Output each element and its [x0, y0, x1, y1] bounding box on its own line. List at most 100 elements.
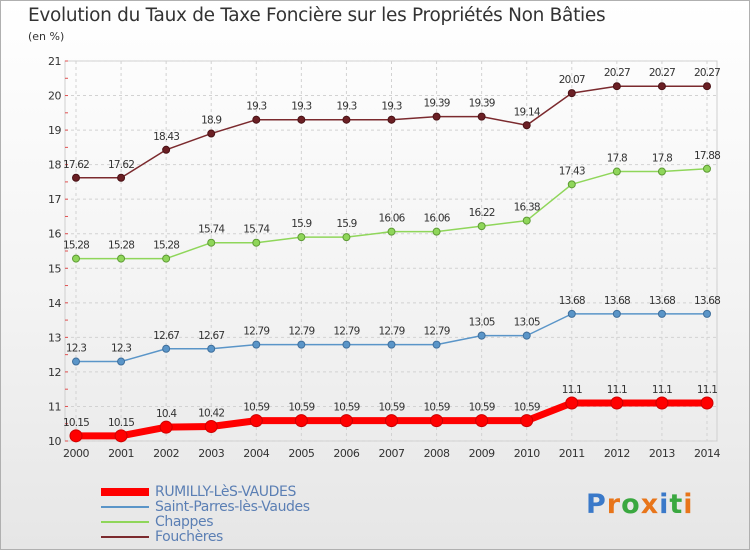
- legend-swatch: [101, 506, 149, 508]
- data-label: 13.05: [514, 317, 540, 329]
- data-point: [522, 216, 531, 225]
- data-point: [612, 309, 621, 318]
- series-2: [72, 164, 711, 263]
- data-point: [72, 254, 80, 263]
- legend-swatch: [101, 488, 149, 496]
- legend-label: Fouchères: [155, 529, 223, 545]
- x-tick-label: 2012: [604, 447, 630, 460]
- data-point: [387, 115, 396, 124]
- data-point: [117, 254, 126, 263]
- data-point: [342, 233, 351, 242]
- data-label: 18.43: [153, 131, 179, 143]
- data-point: [565, 396, 579, 410]
- data-label: 10.59: [378, 402, 404, 414]
- data-label: 17.8: [607, 153, 627, 165]
- data-label: 19.3: [246, 101, 266, 113]
- data-label: 10.4: [156, 408, 177, 420]
- data-label: 12.3: [66, 343, 86, 355]
- logo-letter: x: [640, 489, 660, 520]
- data-labels: 17.62 17.62 18.43 18.9 19.3 19.3 19.3 19.3 19.39…: [63, 67, 721, 429]
- data-label: 17.62: [108, 159, 134, 171]
- data-label: 12.79: [424, 326, 450, 338]
- x-tick-label: 2013: [649, 447, 675, 460]
- data-point: [342, 340, 351, 349]
- logo-letter: i: [683, 489, 694, 520]
- data-point: [297, 233, 306, 242]
- logo-letter: o: [621, 489, 641, 520]
- y-tick-label: 21: [48, 55, 61, 68]
- data-label: 10.15: [63, 417, 89, 429]
- data-label: 10.42: [198, 407, 224, 419]
- data-label: 10.59: [469, 402, 495, 414]
- data-point: [430, 414, 444, 428]
- data-point: [432, 112, 441, 121]
- legend-swatch: [101, 536, 149, 538]
- data-label: 15.28: [153, 240, 179, 252]
- data-point: [432, 227, 441, 236]
- data-label: 12.79: [333, 326, 359, 338]
- data-point: [162, 344, 171, 353]
- y-tick-label: 13: [48, 331, 61, 344]
- data-point: [567, 309, 576, 318]
- data-point: [655, 396, 669, 410]
- data-label: 16.38: [514, 202, 540, 214]
- logo-letter: i: [659, 489, 670, 520]
- y-tick-label: 14: [48, 297, 61, 310]
- data-label: 19.3: [336, 101, 356, 113]
- data-point: [162, 254, 171, 263]
- logo-letter: t: [669, 489, 684, 520]
- logo-letter: r: [606, 489, 622, 520]
- data-label: 17.8: [652, 153, 672, 165]
- data-label: 11.1: [607, 384, 627, 396]
- x-tick-label: 2001: [108, 447, 134, 460]
- data-point: [703, 82, 711, 91]
- data-point: [387, 227, 396, 236]
- data-point: [114, 429, 128, 443]
- data-label: 19.3: [381, 101, 401, 113]
- data-point: [249, 414, 263, 428]
- x-tick-label: 2006: [333, 447, 359, 460]
- x-tick-label: 2003: [198, 447, 224, 460]
- data-point: [657, 82, 666, 91]
- data-point: [700, 396, 714, 410]
- data-label: 20.07: [559, 74, 585, 86]
- legend-swatch: [101, 521, 149, 523]
- y-tick-label: 16: [48, 228, 61, 241]
- data-point: [72, 173, 80, 182]
- y-tick-label: 19: [48, 124, 61, 137]
- grid: [64, 60, 718, 442]
- data-label: 15.9: [291, 218, 311, 230]
- data-label: 13.68: [694, 295, 720, 307]
- data-point: [117, 173, 126, 182]
- x-tick-label: 2004: [243, 447, 269, 460]
- data-label: 12.79: [288, 326, 314, 338]
- data-label: 12.79: [243, 326, 269, 338]
- data-point: [657, 167, 666, 176]
- y-tick-label: 17: [48, 193, 61, 206]
- data-point: [159, 420, 173, 434]
- data-label: 10.59: [333, 402, 359, 414]
- legend-label: Saint-Parres-lès-Vaudes: [155, 499, 310, 515]
- data-label: 11.1: [562, 384, 582, 396]
- x-tick-label: 2009: [469, 447, 495, 460]
- data-point: [477, 222, 486, 231]
- data-point: [207, 238, 216, 247]
- data-label: 19.14: [514, 106, 541, 118]
- data-label: 10.59: [288, 402, 314, 414]
- data-label: 16.22: [469, 207, 495, 219]
- y-tick-label: 12: [48, 366, 61, 379]
- x-tick-label: 2008: [424, 447, 450, 460]
- data-point: [522, 331, 531, 340]
- x-tick-label: 2007: [379, 447, 405, 460]
- data-point: [612, 167, 621, 176]
- data-label: 12.3: [111, 343, 131, 355]
- data-point: [387, 340, 396, 349]
- data-label: 13.68: [559, 295, 585, 307]
- data-point: [432, 340, 441, 349]
- series-1: [72, 309, 711, 366]
- data-point: [72, 357, 80, 366]
- data-label: 11.1: [697, 384, 717, 396]
- data-label: 19.3: [291, 101, 311, 113]
- data-label: 12.67: [153, 330, 179, 342]
- data-point: [522, 121, 531, 130]
